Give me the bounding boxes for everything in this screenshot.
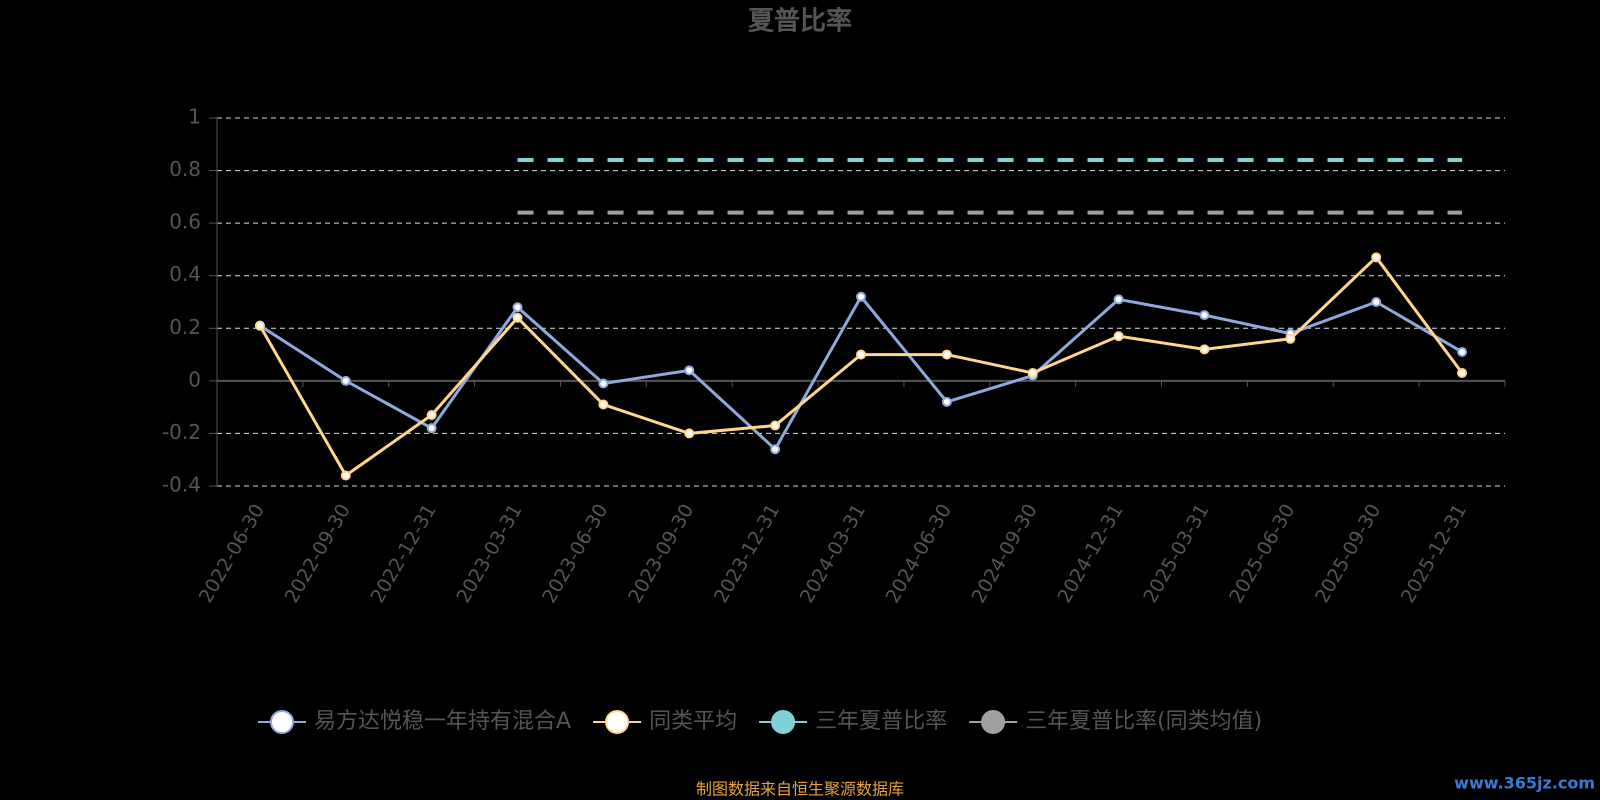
x-tick-label: 2023-12-31 <box>710 500 784 607</box>
watermark: www.365jz.com <box>1454 774 1595 793</box>
point <box>1113 294 1124 305</box>
y-tick-label: 0.6 <box>169 210 201 234</box>
legend-marker <box>771 710 796 734</box>
series-line <box>258 255 1464 478</box>
x-tick-label: 2025-12-31 <box>1397 500 1471 607</box>
point <box>426 423 437 434</box>
y-tick-label: 0 <box>188 367 201 391</box>
y-tick-label: 0.8 <box>169 157 201 181</box>
point <box>1199 310 1210 321</box>
point <box>941 349 952 360</box>
point <box>598 399 609 410</box>
legend-label: 三年夏普比率(同类均值) <box>1025 709 1262 734</box>
legend-item: 同类平均 <box>593 709 737 734</box>
x-tick-label: 2024-09-30 <box>968 500 1042 607</box>
point <box>770 420 781 431</box>
x-tick-label: 2025-09-30 <box>1311 500 1385 607</box>
x-tick-label: 2022-09-30 <box>281 500 355 607</box>
point <box>856 349 866 360</box>
legend-item: 易方达悦稳一年持有混合A <box>258 709 571 734</box>
point <box>598 378 609 389</box>
legend-label: 同类平均 <box>649 709 737 734</box>
point <box>1285 333 1296 344</box>
point <box>1457 346 1468 357</box>
y-tick-label: 1 <box>188 105 201 129</box>
point <box>684 365 695 376</box>
point <box>512 302 523 313</box>
legend-label: 三年夏普比率 <box>815 709 947 734</box>
legend-label: 易方达悦稳一年持有混合A <box>314 709 571 734</box>
point <box>1371 297 1382 307</box>
x-tick-label: 2024-06-30 <box>882 500 956 607</box>
point <box>1457 367 1468 378</box>
x-tick-label: 2023-09-30 <box>624 500 698 607</box>
point <box>856 291 866 302</box>
point <box>1113 331 1124 342</box>
point <box>512 312 523 323</box>
footer: 制图数据来自恒生聚源数据库 <box>696 780 904 799</box>
point <box>254 320 265 331</box>
legend-marker <box>605 710 630 734</box>
point <box>426 410 437 421</box>
x-tick-label: 2023-03-31 <box>452 500 526 607</box>
y-tick-label: 0.2 <box>169 315 201 339</box>
point <box>1027 367 1038 378</box>
point <box>340 375 351 386</box>
x-tick-label: 2024-12-31 <box>1053 500 1127 607</box>
legend-marker <box>270 710 294 734</box>
legend-item: 三年夏普比率(同类均值) <box>969 709 1262 734</box>
y-tick-label: -0.2 <box>162 420 201 444</box>
legend-marker <box>981 710 1006 734</box>
point <box>684 428 695 439</box>
point <box>1199 344 1210 355</box>
point <box>1371 252 1382 263</box>
x-tick-label: 2023-06-30 <box>538 500 612 607</box>
x-tick-label: 2022-12-31 <box>366 500 440 607</box>
point <box>770 444 781 455</box>
x-tick-label: 2024-03-31 <box>796 500 870 607</box>
legend-item: 三年夏普比率 <box>759 709 947 734</box>
series-line <box>259 294 1463 452</box>
point <box>941 396 952 407</box>
y-tick-label: 0.4 <box>169 262 201 286</box>
point <box>340 470 351 481</box>
chart-title: 夏普比率 <box>748 6 852 37</box>
y-tick-label: -0.4 <box>162 473 201 497</box>
x-tick-label: 2025-03-31 <box>1139 500 1213 607</box>
x-tick-label: 2022-06-30 <box>195 500 269 607</box>
x-tick-label: 2025-06-30 <box>1225 500 1299 607</box>
